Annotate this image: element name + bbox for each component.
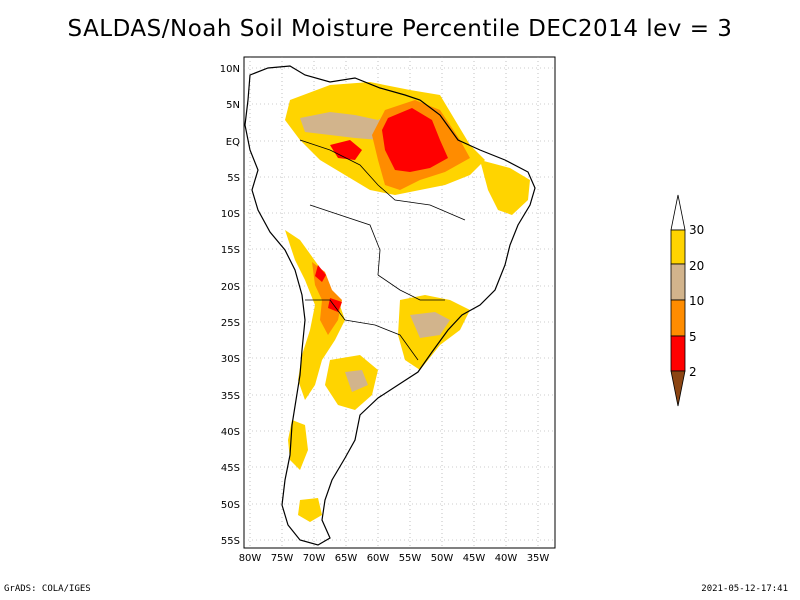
lat-label: 30S: [221, 354, 240, 365]
colorbar-label: 20: [689, 259, 704, 273]
map-frame: [243, 56, 556, 549]
shade-amazon-red: [382, 108, 448, 172]
lon-label: 40W: [495, 553, 518, 564]
colorbar-label: 5: [689, 330, 697, 344]
colorbar-label: 10: [689, 294, 704, 308]
colorbar-label: 2: [689, 365, 697, 379]
shade-andes-orange: [312, 262, 342, 335]
lat-label: 40S: [221, 427, 240, 438]
lat-label: 25S: [221, 318, 240, 329]
lon-labels: 80W 75W 70W 65W 60W 55W 50W 45W 40W 35W: [239, 553, 550, 564]
colorbar-2-5: [670, 335, 686, 372]
lon-label: 60W: [367, 553, 390, 564]
lat-label: EQ: [226, 137, 240, 148]
colorbar-top-arrow: [670, 194, 686, 231]
lon-label: 35W: [527, 553, 550, 564]
colorbar-bottom-arrow: [670, 370, 686, 407]
country-borders: [299, 139, 466, 361]
lat-label: 5S: [227, 173, 240, 184]
footer-credit: GrADS: COLA/IGES: [4, 584, 91, 594]
lon-label: 65W: [335, 553, 358, 564]
colorbar-labels: 30 20 10 5 2: [689, 223, 704, 379]
shade-ne-coast: [480, 160, 530, 215]
shade-west-amazon-red: [330, 140, 362, 160]
lon-label: 80W: [239, 553, 262, 564]
lon-label: 45W: [463, 553, 486, 564]
lon-label: 75W: [271, 553, 294, 564]
colorbar-20-30: [670, 229, 686, 265]
footer-timestamp: 2021-05-12-17:41: [701, 584, 788, 594]
shade-andes-red: [315, 265, 342, 312]
continent-outline: [244, 65, 536, 546]
lon-label: 50W: [431, 553, 454, 564]
lat-label: 20S: [221, 282, 240, 293]
colorbar-5-10: [670, 299, 686, 337]
lat-label: 50S: [221, 500, 240, 511]
lon-label: 55W: [399, 553, 422, 564]
lat-label: 10N: [220, 64, 240, 75]
colorbar-label: 30: [689, 223, 704, 237]
shade-se-tan: [410, 312, 450, 338]
percentile-shading: [285, 82, 530, 522]
lat-label: 55S: [221, 536, 240, 547]
lon-label: 70W: [303, 553, 326, 564]
shade-patagonia: [288, 420, 322, 522]
chart-title: SALDAS/Noah Soil Moisture Percentile DEC…: [67, 16, 733, 42]
colorbar: [670, 194, 686, 407]
lat-label: 35S: [221, 391, 240, 402]
lat-label: 10S: [221, 209, 240, 220]
lat-label: 45S: [221, 463, 240, 474]
lat-labels: 10N 5N EQ 5S 10S 15S 20S 25S 30S 35S 40S…: [220, 64, 240, 547]
lat-label: 15S: [221, 245, 240, 256]
shade-andes-yellow: [285, 230, 345, 400]
colorbar-10-20: [670, 263, 686, 301]
lat-label: 5N: [226, 100, 240, 111]
shade-pampas-tan: [345, 370, 368, 392]
